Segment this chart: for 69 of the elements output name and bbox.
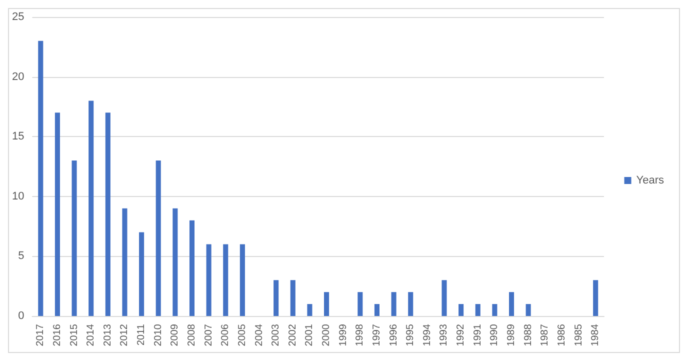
bar: [358, 292, 363, 316]
x-tick-label: 1990: [489, 324, 500, 346]
x-tick-label: 1993: [438, 324, 450, 346]
x-tick-label: 2005: [236, 324, 248, 346]
bar: [492, 304, 498, 316]
x-tick-label: 1985: [573, 324, 584, 346]
bar: [408, 292, 414, 316]
bar: [54, 112, 60, 316]
bar: [105, 112, 110, 316]
bar: [391, 292, 396, 316]
y-tick-label: 5: [18, 250, 24, 262]
y-tick-label: 10: [12, 190, 24, 202]
bar: [274, 280, 279, 316]
bar: [38, 40, 44, 316]
bar: [223, 244, 228, 316]
bar: [324, 292, 330, 316]
bar: [172, 208, 178, 316]
bar: [88, 100, 94, 316]
x-tick-label: 2002: [287, 324, 298, 346]
x-tick-label: 1996: [388, 324, 400, 346]
y-tick-label: 0: [18, 310, 24, 322]
x-tick-label: 2013: [102, 324, 114, 346]
y-tick-label: 20: [12, 70, 24, 83]
x-tick-label: 1987: [540, 324, 551, 346]
x-tick-label: 2009: [170, 324, 181, 346]
x-tick-label: 1999: [338, 324, 349, 346]
x-tick-label: 2003: [270, 324, 282, 346]
bar: [442, 280, 447, 316]
x-tick-label: 2014: [86, 324, 97, 346]
x-tick-label: 2001: [304, 324, 316, 346]
bar: [72, 160, 77, 316]
bar: [526, 304, 531, 316]
x-tick-label: 1994: [422, 324, 433, 346]
x-tick-label: 1988: [522, 324, 534, 346]
bar: [307, 304, 312, 316]
bar: [189, 220, 195, 316]
x-tick-label: 2000: [321, 324, 332, 346]
y-tick-label: 15: [12, 130, 24, 143]
x-tick-label: 2015: [68, 324, 80, 346]
x-tick-label: 1995: [405, 324, 416, 346]
bar: [290, 280, 296, 316]
bar: [156, 160, 161, 316]
x-tick-label: 2017: [35, 324, 46, 346]
bar: [122, 208, 128, 316]
y-tick-label: 25: [12, 11, 24, 23]
bar: [458, 304, 464, 316]
bar: [374, 304, 380, 316]
x-tick-label: 1986: [556, 324, 568, 346]
x-tick-label: 1997: [371, 324, 382, 346]
bar: [240, 244, 245, 316]
x-tick-label: 2006: [220, 324, 232, 346]
x-tick-label: 2004: [254, 324, 265, 346]
x-tick-label: 2016: [52, 324, 63, 346]
x-tick-label: 1984: [590, 324, 602, 346]
x-tick-label: 2011: [136, 324, 148, 346]
bar: [593, 280, 598, 316]
x-tick-label: 1992: [456, 324, 467, 346]
bar: [508, 292, 514, 316]
legend-label: Years: [636, 174, 664, 186]
x-tick-label: 1989: [506, 324, 518, 346]
bar: [475, 304, 480, 316]
bar: [139, 232, 144, 316]
x-tick-label: 2012: [119, 324, 130, 346]
x-tick-label: 2008: [186, 324, 198, 346]
x-tick-label: 2010: [152, 324, 164, 346]
x-tick-label: 2007: [203, 324, 214, 346]
x-tick-label: 1991: [472, 324, 484, 346]
x-tick-label: 1998: [354, 324, 366, 346]
bar: [206, 244, 212, 316]
